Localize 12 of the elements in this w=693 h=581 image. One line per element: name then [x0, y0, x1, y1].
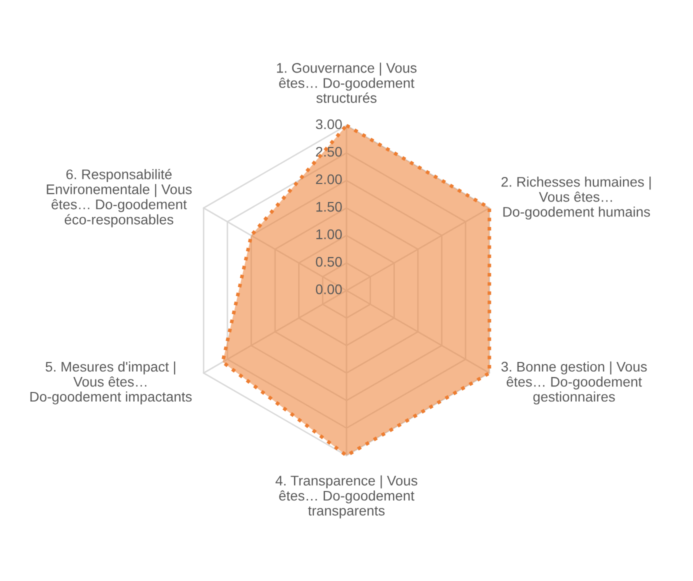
y-tick-label: 1.50 [316, 202, 342, 212]
spoke-label: 4. Transparence | Vous êtes… Do-goodement transparents [276, 475, 418, 518]
y-tick-label: 3.00 [316, 119, 342, 130]
y-tick-label: 0.00 [316, 284, 342, 294]
spoke-label: 6. Responsabilité Environementale | Vous êtes… Do-goodement éco-responsables [46, 168, 192, 228]
y-tick-label: 1.00 [316, 229, 342, 240]
y-tick-label: 0.50 [316, 256, 342, 267]
spoke-label: 3. Bonne gestion | Vous êtes… Do-goodement gestionnaires [501, 361, 647, 404]
spoke-label: 5. Mesures d'impact | Vous êtes… Do-goodement impactants [30, 361, 192, 404]
spoke-label: 1. Gouvernance | Vous êtes… Do-goodement structurés [277, 62, 417, 103]
y-tick-label: 2.00 [316, 174, 342, 184]
spoke-label: 2. Richesses humaines | Vous êtes… Do-goodement humains [502, 176, 651, 220]
